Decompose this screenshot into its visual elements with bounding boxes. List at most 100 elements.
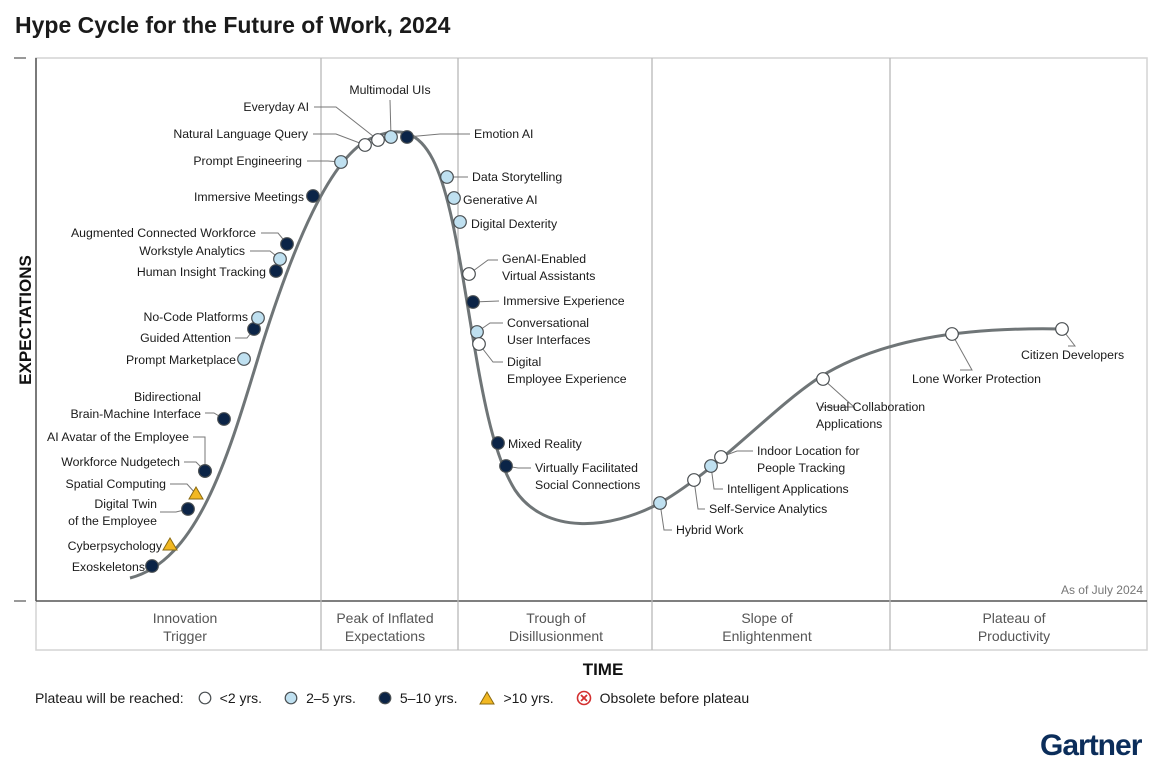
label-generative-ai: Generative AI xyxy=(463,193,538,207)
phase-label-plateau-of-productivity: Plateau of xyxy=(982,610,1045,626)
marker-cyberpsychology xyxy=(162,537,178,551)
leader-digital-employee-experience xyxy=(478,343,503,363)
label-exoskeletons: Exoskeletons xyxy=(72,560,145,574)
leader-visual-collaboration-applications xyxy=(820,378,856,408)
label-prompt-engineering: Prompt Engineering xyxy=(193,154,302,168)
label-hybrid-work: Hybrid Work xyxy=(676,523,744,537)
marker-everyday-ai xyxy=(371,133,385,147)
label-conversational-user-interfaces: Conversational User Interfaces xyxy=(507,316,590,347)
legend: Plateau will be reached: <2 yrs. 2–5 yrs… xyxy=(35,690,771,706)
phase-label-innovation-trigger: Trigger xyxy=(163,628,207,644)
marker-indoor-location-for-people-tracking xyxy=(714,450,728,464)
marker-prompt-marketplace xyxy=(237,352,251,366)
phase-label-innovation-trigger: Innovation xyxy=(153,610,218,626)
marker-workstyle-analytics xyxy=(273,252,287,266)
marker-generative-ai xyxy=(447,191,461,205)
label-lone-worker-protection: Lone Worker Protection xyxy=(912,372,1041,386)
label-ai-avatar-of-the-employee: AI Avatar of the Employee xyxy=(47,430,189,444)
marker-intelligent-applications xyxy=(704,459,718,473)
label-virtually-facilitated-social-connections: Virtually Facilitated Social Connections xyxy=(535,461,640,492)
navy-circle-icon xyxy=(378,691,392,705)
marker-multimodal-uis xyxy=(384,130,398,144)
label-bidirectional-brain-machine-interface: Bidirectional Brain-Machine Interface xyxy=(70,390,201,421)
legend-label: Obsolete before plateau xyxy=(599,690,750,706)
page-title: Hype Cycle for the Future of Work, 2024 xyxy=(15,12,451,38)
hype-curve xyxy=(129,130,1063,580)
label-citizen-developers: Citizen Developers xyxy=(1021,348,1124,362)
label-workforce-nudgetech: Workforce Nudgetech xyxy=(61,455,180,469)
marker-virtually-facilitated-social-connections xyxy=(499,459,513,473)
marker-prompt-engineering xyxy=(334,155,348,169)
label-visual-collaboration-applications: Visual Collaboration Applications xyxy=(816,400,925,431)
label-cyberpsychology: Cyberpsychology xyxy=(68,539,163,553)
label-immersive-meetings: Immersive Meetings xyxy=(194,190,304,204)
leader-self-service-analytics xyxy=(693,479,705,510)
label-workstyle-analytics: Workstyle Analytics xyxy=(139,244,245,258)
legend-lead: Plateau will be reached: xyxy=(35,690,184,706)
label-spatial-computing: Spatial Computing xyxy=(66,477,167,491)
marker-digital-dexterity xyxy=(453,215,467,229)
as-of-date: As of July 2024 xyxy=(1061,583,1143,597)
label-multimodal-uis: Multimodal UIs xyxy=(349,83,430,97)
y-axis-title: EXPECTATIONS xyxy=(16,255,35,385)
label-self-service-analytics: Self-Service Analytics xyxy=(709,502,827,516)
label-natural-language-query: Natural Language Query xyxy=(173,127,309,141)
leader-citizen-developers xyxy=(1061,328,1077,347)
legend-item-obsolete: Obsolete before plateau xyxy=(576,690,749,706)
leader-ai-avatar-of-the-employee xyxy=(193,436,206,471)
hype-cycle-chart: Exoskeletons Cyberpsychology Digital Twin o… xyxy=(14,57,1148,679)
marker-exoskeletons xyxy=(145,559,159,573)
marker-no-code-platforms xyxy=(251,311,265,325)
marker-ai-avatar-of-the-employee xyxy=(198,464,212,478)
label-human-insight-tracking: Human Insight Tracking xyxy=(137,265,266,279)
marker-citizen-developers xyxy=(1055,322,1069,336)
marker-digital-twin-of-the-employee xyxy=(181,502,195,516)
marker-immersive-meetings xyxy=(306,189,320,203)
legend-item-gt10: >10 yrs. xyxy=(479,690,554,706)
marker-immersive-experience xyxy=(466,295,480,309)
label-everyday-ai: Everyday AI xyxy=(243,100,309,114)
phase-label-peak-of-inflated-expectations: Peak of Inflated xyxy=(336,610,433,626)
label-indoor-location-for-people-tracking: Indoor Location for People Tracking xyxy=(757,444,860,475)
marker-hybrid-work xyxy=(653,496,667,510)
label-data-storytelling: Data Storytelling xyxy=(472,170,562,184)
marker-mixed-reality xyxy=(491,436,505,450)
label-prompt-marketplace: Prompt Marketplace xyxy=(126,353,236,367)
x-axis-title: TIME xyxy=(583,660,624,679)
legend-label: >10 yrs. xyxy=(503,690,554,706)
marker-bidirectional-brain-machine-interface xyxy=(217,412,231,426)
marker-natural-language-query xyxy=(358,138,372,152)
gartner-logo: Gartner xyxy=(1040,729,1142,762)
marker-conversational-user-interfaces xyxy=(470,325,484,339)
label-intelligent-applications: Intelligent Applications xyxy=(727,482,849,496)
leader-spatial-computing xyxy=(170,483,197,495)
phase-label-plateau-of-productivity: Productivity xyxy=(978,628,1050,644)
marker-lone-worker-protection xyxy=(945,327,959,341)
marker-self-service-analytics xyxy=(687,473,701,487)
light-blue-circle-icon xyxy=(284,691,298,705)
leader-genai-enabled-virtual-assistants xyxy=(468,259,498,275)
phase-label-trough-of-disillusionment: Disillusionment xyxy=(509,628,603,644)
label-digital-dexterity: Digital Dexterity xyxy=(471,217,558,231)
leader-intelligent-applications xyxy=(710,465,723,490)
phase-label-slope-of-enlightenment: Slope of xyxy=(741,610,792,626)
label-digital-twin-of-the-employee: Digital Twin of the Employee xyxy=(68,497,157,528)
marker-augmented-connected-workforce xyxy=(280,237,294,251)
label-mixed-reality: Mixed Reality xyxy=(508,437,583,451)
legend-item-5to10: 5–10 yrs. xyxy=(378,690,457,706)
label-augmented-connected-workforce: Augmented Connected Workforce xyxy=(71,226,256,240)
leader-hybrid-work xyxy=(659,502,672,531)
label-emotion-ai: Emotion AI xyxy=(474,127,533,141)
phase-label-slope-of-enlightenment: Enlightenment xyxy=(722,628,812,644)
marker-genai-enabled-virtual-assistants xyxy=(462,267,476,281)
legend-label: 2–5 yrs. xyxy=(306,690,356,706)
leader-natural-language-query xyxy=(313,133,366,146)
marker-human-insight-tracking xyxy=(269,264,283,278)
marker-spatial-computing xyxy=(188,486,204,500)
triangle-icon xyxy=(479,691,496,705)
legend-item-lt2: <2 yrs. xyxy=(198,690,262,706)
label-immersive-experience: Immersive Experience xyxy=(503,294,625,308)
label-no-code-platforms: No-Code Platforms xyxy=(143,310,248,324)
white-circle-icon xyxy=(198,691,212,705)
marker-emotion-ai xyxy=(400,130,414,144)
